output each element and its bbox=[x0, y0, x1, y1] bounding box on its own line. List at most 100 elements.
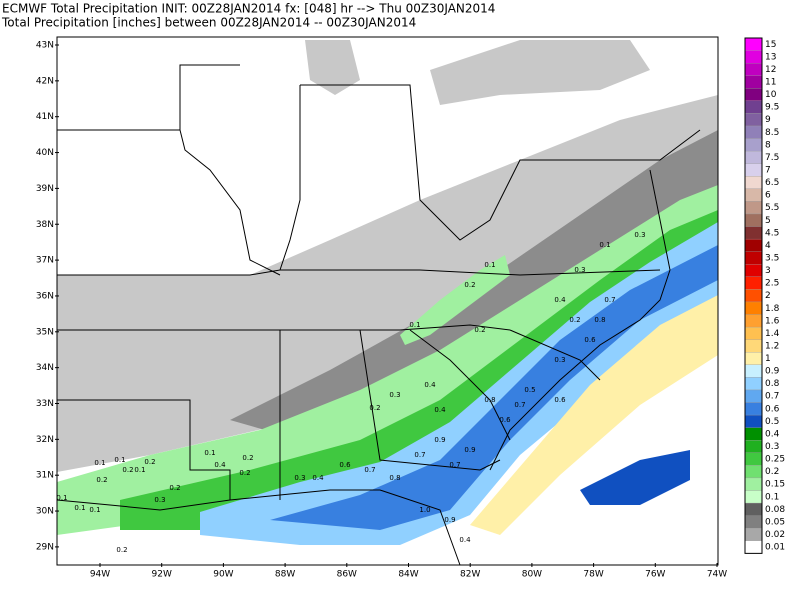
station-value: 0.8 bbox=[594, 316, 605, 324]
station-value: 0.3 bbox=[294, 474, 305, 482]
station-value: 0.3 bbox=[574, 266, 585, 274]
colorbar-label: 5 bbox=[765, 216, 771, 226]
colorbar-swatch bbox=[744, 515, 763, 529]
station-value: 0.3 bbox=[154, 496, 165, 504]
station-value: 0.3 bbox=[554, 356, 565, 364]
border bbox=[409, 329, 511, 441]
lat-label: 32N bbox=[36, 435, 54, 445]
colorbar-swatch bbox=[744, 113, 763, 127]
colorbar-swatch bbox=[744, 213, 763, 227]
station-value: 0.8 bbox=[389, 474, 400, 482]
colorbar-label: 0.9 bbox=[765, 367, 780, 377]
station-value: 0.2 bbox=[569, 316, 580, 324]
colorbar-label: 0.4 bbox=[765, 429, 780, 439]
border bbox=[57, 64, 240, 131]
coast bbox=[56, 489, 461, 566]
lon-label: 86W bbox=[337, 570, 357, 580]
colorbar-swatch bbox=[744, 339, 763, 353]
colorbar-label: 8 bbox=[765, 140, 771, 150]
colorbar-label: 0.1 bbox=[765, 492, 779, 502]
colorbar-swatch bbox=[744, 301, 763, 315]
station-value: 0.4 bbox=[554, 296, 566, 304]
colorbar-swatch bbox=[744, 201, 763, 215]
station-value: 1.0 bbox=[419, 506, 430, 514]
colorbar-swatch bbox=[744, 276, 763, 290]
colorbar-label: 0.7 bbox=[765, 392, 779, 402]
station-value: 0.1 bbox=[114, 456, 125, 464]
lon-label: 76W bbox=[645, 570, 665, 580]
station-value: 0.2 bbox=[239, 469, 250, 477]
colorbar-label: 4.5 bbox=[765, 228, 779, 238]
station-value: 0.1 bbox=[484, 261, 495, 269]
colorbar-swatch bbox=[744, 502, 763, 516]
station-value: 0.1 bbox=[134, 466, 145, 474]
colorbar-label: 6.5 bbox=[765, 178, 779, 188]
lat-label: 36N bbox=[36, 291, 54, 301]
colorbar-swatch bbox=[744, 75, 763, 89]
station-value: 0.4 bbox=[434, 406, 446, 414]
station-value: 0.2 bbox=[464, 281, 475, 289]
precip-green-light bbox=[57, 185, 718, 535]
colorbar-swatch bbox=[744, 440, 763, 453]
colorbar-swatch bbox=[744, 540, 763, 554]
station-value: 0.7 bbox=[449, 461, 460, 469]
colorbar-swatch bbox=[744, 37, 763, 51]
station-value: 0.1 bbox=[409, 321, 420, 329]
station-value: 0.1 bbox=[74, 504, 85, 512]
colorbar-label: 11 bbox=[765, 77, 776, 87]
station-value: 0.6 bbox=[499, 416, 511, 424]
station-value: 0.6 bbox=[584, 336, 596, 344]
station-value: 0.4 bbox=[312, 474, 324, 482]
precip-yellow bbox=[470, 295, 718, 535]
colorbar-label: 10 bbox=[765, 90, 777, 100]
border bbox=[57, 269, 661, 276]
lat-label: 34N bbox=[36, 363, 54, 373]
map bbox=[56, 36, 719, 566]
border bbox=[57, 399, 231, 500]
lon-label: 78W bbox=[583, 570, 603, 580]
station-value: 0.4 bbox=[424, 381, 436, 389]
map-frame bbox=[56, 36, 719, 566]
colorbar-swatch bbox=[744, 490, 763, 504]
station-value: 0.1 bbox=[56, 494, 67, 502]
colorbar-swatch bbox=[744, 88, 763, 101]
lat-label: 41N bbox=[36, 112, 54, 122]
colorbar-label: 1 bbox=[765, 354, 771, 364]
colorbar-frame bbox=[744, 37, 763, 554]
station-value: 0.9 bbox=[434, 436, 445, 444]
station-value: 0.9 bbox=[464, 446, 475, 454]
lat-label: 42N bbox=[36, 76, 54, 86]
colorbar-swatch bbox=[744, 389, 763, 403]
border bbox=[179, 129, 281, 276]
colorbar-swatch bbox=[744, 176, 763, 189]
colorbar-label: 1.2 bbox=[765, 341, 779, 351]
colorbar-swatch bbox=[744, 188, 763, 202]
station-value: 0.2 bbox=[474, 326, 485, 334]
station-value: 0.1 bbox=[94, 459, 105, 467]
colorbar-swatch bbox=[744, 226, 763, 240]
colorbar-swatch bbox=[744, 264, 763, 277]
precip-dark-gray bbox=[230, 130, 718, 440]
station-value: 0.7 bbox=[514, 401, 525, 409]
colorbar-label: 12 bbox=[765, 65, 776, 75]
colorbar-label: 8.5 bbox=[765, 128, 779, 138]
lat-label: 37N bbox=[36, 256, 54, 266]
colorbar-swatch bbox=[744, 427, 763, 441]
colorbar-swatch bbox=[744, 314, 763, 328]
title: ECMWF Total Precipitation INIT: 00Z28JAN… bbox=[2, 2, 495, 16]
colorbar-swatch bbox=[744, 138, 763, 152]
colorbar-swatch bbox=[744, 150, 763, 164]
colorbar-swatch bbox=[744, 163, 763, 177]
station-value: 0.1 bbox=[89, 506, 100, 514]
lat-label: 29N bbox=[36, 542, 54, 552]
lon-label: 80W bbox=[522, 570, 542, 580]
station-value: 0.2 bbox=[242, 454, 253, 462]
colorbar-label: 2 bbox=[765, 291, 771, 301]
lon-label: 92W bbox=[152, 570, 172, 580]
colorbar-swatch bbox=[744, 377, 763, 391]
station-value: 0.2 bbox=[116, 546, 127, 554]
station-value: 0.9 bbox=[444, 516, 455, 524]
colorbar-swatch bbox=[744, 477, 763, 491]
station-value: 0.4 bbox=[214, 461, 226, 469]
